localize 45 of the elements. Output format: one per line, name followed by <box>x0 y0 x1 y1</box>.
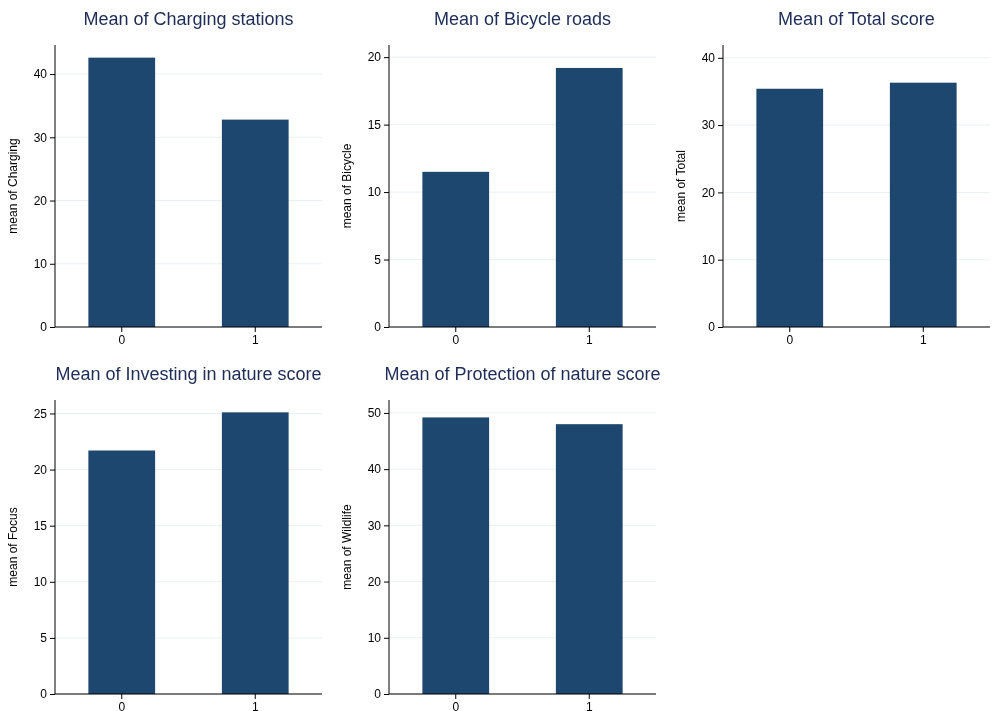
y-tick-label: 20 <box>33 462 48 477</box>
chart-title: Mean of Investing in nature score <box>55 364 322 384</box>
y-tick-label: 10 <box>701 253 716 268</box>
chart-title: Mean of Bicycle roads <box>433 9 612 29</box>
chart-title: Mean of Total score <box>778 9 935 29</box>
y-axis-title: mean of Charging <box>6 138 20 234</box>
x-tick-label: 1 <box>251 699 259 711</box>
x-tick-label: 0 <box>118 332 126 347</box>
y-tick-label: 15 <box>33 519 48 534</box>
y-tick-label: 30 <box>701 118 716 133</box>
chart-title: Mean of Protection of nature score <box>384 364 661 384</box>
y-tick-label: 15 <box>367 117 382 132</box>
y-tick-label: 20 <box>701 185 716 200</box>
y-tick-label: 40 <box>701 51 716 66</box>
y-tick-label: 5 <box>40 631 48 646</box>
x-tick-label: 1 <box>919 332 927 347</box>
x-tick-label: 1 <box>585 332 593 347</box>
x-tick-label: 1 <box>251 332 259 347</box>
y-tick-label: 0 <box>40 320 48 335</box>
y-tick-label: 30 <box>367 518 382 533</box>
x-tick-label: 0 <box>452 332 460 347</box>
y-axis-title: mean of Total <box>674 150 688 222</box>
y-axis-title: mean of Bicycle <box>340 143 354 229</box>
y-axis-title: mean of Focus <box>6 507 20 587</box>
chart-title: Mean of Charging stations <box>83 9 294 29</box>
y-tick-label: 0 <box>708 320 716 335</box>
y-tick-label: 10 <box>367 185 382 200</box>
y-tick-label: 20 <box>367 574 382 589</box>
y-tick-label: 10 <box>33 575 48 590</box>
y-tick-label: 10 <box>33 257 48 272</box>
y-tick-label: 30 <box>33 130 48 145</box>
y-tick-label: 10 <box>367 631 382 646</box>
x-tick-label: 0 <box>118 699 126 711</box>
y-axis-title: mean of Wildlife <box>340 504 354 590</box>
y-tick-label: 5 <box>374 252 382 267</box>
y-tick-label: 50 <box>367 406 382 421</box>
y-tick-label: 20 <box>33 193 48 208</box>
x-tick-label: 0 <box>786 332 794 347</box>
y-tick-label: 40 <box>33 67 48 82</box>
y-tick-label: 40 <box>367 462 382 477</box>
y-tick-label: 20 <box>367 50 382 65</box>
y-tick-label: 25 <box>33 406 48 421</box>
x-tick-label: 1 <box>585 699 593 711</box>
x-tick-label: 0 <box>452 699 460 711</box>
y-tick-label: 0 <box>374 320 382 335</box>
